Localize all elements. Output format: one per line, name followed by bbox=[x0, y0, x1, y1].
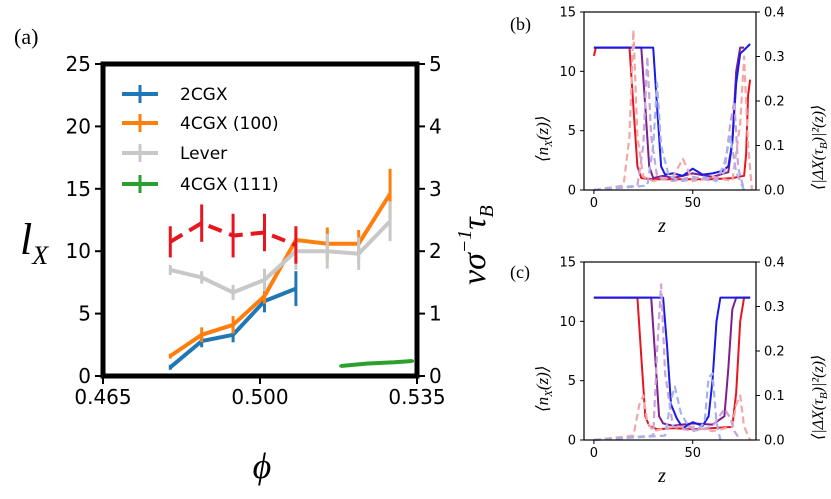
panel-b-ytick-left-label: 10 bbox=[559, 65, 576, 80]
panel-a-frame bbox=[100, 61, 420, 379]
legend-label-2cgx: 2CGX bbox=[180, 85, 228, 105]
panel-c-ytick-left-label: 5 bbox=[568, 374, 576, 389]
panel-a-ylabel-left: lX bbox=[20, 215, 49, 270]
panel-a-ytick-right-label: 5 bbox=[429, 52, 442, 76]
panel-c-xlabel: z bbox=[657, 465, 666, 487]
panel-c-series-red-fluct-line bbox=[593, 394, 752, 442]
panel-a-ytick-left-label: 25 bbox=[66, 52, 91, 76]
panel-b: (b) 0 50 0 5 10 15 0.0 0.1 0.2 0.3 0.4 z ⟨nX(z)⟩ ⟨… bbox=[510, 6, 830, 237]
panel-a-ytick-right-label: 0 bbox=[429, 364, 442, 388]
panel-c-marks bbox=[593, 283, 752, 442]
panel-c-ytick-left-label: 0 bbox=[568, 434, 576, 449]
panel-b-series-blue-fluct-line bbox=[593, 82, 746, 192]
panel-b-xtick-label: 0 bbox=[590, 196, 598, 211]
panel-a-ytick-left-label: 15 bbox=[66, 177, 91, 201]
panel-c-ytick-left-label: 10 bbox=[559, 315, 576, 330]
panel-b-ytick-left-label: 0 bbox=[568, 184, 576, 199]
legend-label-4cgx-111: 4CGX (111) bbox=[180, 175, 279, 195]
panel-b-ytick-left-label: 15 bbox=[559, 6, 576, 21]
panel-a-xtick-label: 0.500 bbox=[231, 385, 288, 409]
legend-entry-lever: Lever bbox=[122, 144, 227, 164]
panel-a-marks bbox=[168, 168, 415, 370]
panel-b-xlabel: z bbox=[657, 215, 666, 237]
legend-label-lever: Lever bbox=[180, 144, 227, 164]
panel-c-label: (c) bbox=[510, 262, 530, 283]
panel-c-series-blue-line bbox=[593, 296, 751, 430]
panel-b-ytick-right-label: 0.0 bbox=[764, 184, 785, 199]
panel-c-xtick-label: 50 bbox=[684, 446, 701, 461]
panel-c-series-red-line bbox=[593, 296, 751, 431]
panel-c-series-blue-fluct-line bbox=[593, 372, 722, 442]
legend-label-4cgx-100: 4CGX (100) bbox=[180, 114, 279, 134]
panel-c-ylabel-right: ⟨|ΔX(τB)|²(z)⟩ bbox=[810, 355, 830, 440]
panel-a-ytick-right-label: 2 bbox=[429, 239, 442, 263]
panel-a-ytick-left-label: 0 bbox=[78, 364, 91, 388]
panel-b-ytick-right-label: 0.4 bbox=[764, 6, 785, 21]
panel-c-ytick-right-label: 0.2 bbox=[764, 345, 785, 360]
panel-b-series-purple-fluct-line bbox=[593, 55, 746, 192]
panel-a-ytick-right-label: 4 bbox=[429, 114, 442, 138]
panel-c-ytick-right-label: 0.0 bbox=[764, 434, 785, 449]
panel-a-ytick-right-label: 3 bbox=[429, 177, 442, 201]
legend-entry-4cgx-111: 4CGX (111) bbox=[122, 175, 279, 195]
panel-a-legend: 2CGX 4CGX (100) Lever 4CGX (111) bbox=[122, 85, 279, 195]
panel-b-label: (b) bbox=[510, 14, 531, 35]
panel-c-ytick-left-label: 15 bbox=[559, 256, 576, 271]
panel-c-ytick-right-label: 0.4 bbox=[764, 256, 785, 271]
panel-a-ylabel-right: vσ−1τB bbox=[454, 205, 498, 285]
panel-b-series-blue-line bbox=[593, 43, 751, 177]
panel-b-ytick-right-label: 0.3 bbox=[764, 50, 785, 65]
legend-entry-4cgx-100: 4CGX (100) bbox=[122, 114, 279, 134]
panel-a-label: (a) bbox=[14, 24, 38, 49]
panel-b-ytick-left-label: 5 bbox=[568, 124, 576, 139]
panel-b-series-purple-line bbox=[593, 46, 745, 180]
panel-c-ytick-right-label: 0.3 bbox=[764, 300, 785, 315]
panel-a-series-4cgx-111-line bbox=[340, 359, 413, 368]
panel-a-series-lever-line bbox=[169, 219, 392, 295]
panel-b-xtick-label: 50 bbox=[684, 196, 701, 211]
panel-a-ytick-left-label: 20 bbox=[66, 114, 91, 138]
panel-c-ytick-right-label: 0.1 bbox=[764, 389, 785, 404]
panel-b-ylabel-left: ⟨nX(z)⟩ bbox=[533, 116, 555, 162]
panel-b-ytick-right-label: 0.1 bbox=[764, 139, 785, 154]
panel-b-marks bbox=[592, 28, 754, 192]
panel-a-ytick-right-label: 1 bbox=[429, 302, 442, 326]
panel-b-ticks: 0 50 0 5 10 15 0.0 0.1 0.2 0.3 0.4 bbox=[559, 6, 784, 211]
panel-a-series-4cgx-100-line bbox=[169, 192, 392, 358]
panel-c-xtick-label: 0 bbox=[590, 446, 598, 461]
panel-c-series-purple-fluct-line bbox=[593, 283, 742, 442]
panel-a-ytick-left-label: 10 bbox=[66, 239, 91, 263]
panel-c-ticks: 0 50 0 5 10 15 0.0 0.1 0.2 0.3 0.4 bbox=[559, 256, 784, 461]
panel-c-ylabel-left: ⟨nX(z)⟩ bbox=[533, 366, 555, 412]
panel-a-xlabel: ϕ bbox=[253, 446, 272, 486]
panel-c: (c) 0 50 0 5 10 15 0.0 0.1 0.2 0.3 0.4 z ⟨nX(z)⟩ ⟨… bbox=[510, 256, 830, 487]
panel-b-series-red-fluct-line bbox=[593, 28, 754, 192]
panel-a-ytick-left-label: 5 bbox=[78, 302, 91, 326]
panel-b-ytick-right-label: 0.2 bbox=[764, 95, 785, 110]
panel-a-xtick-label: 0.465 bbox=[74, 385, 131, 409]
panel-b-series-red-line bbox=[592, 46, 752, 181]
panel-a-xtick-label: 0.535 bbox=[388, 385, 445, 409]
legend-entry-2cgx: 2CGX bbox=[122, 85, 228, 105]
panel-b-ylabel-right: ⟨|ΔX(τB)|²(z)⟩ bbox=[810, 105, 830, 190]
